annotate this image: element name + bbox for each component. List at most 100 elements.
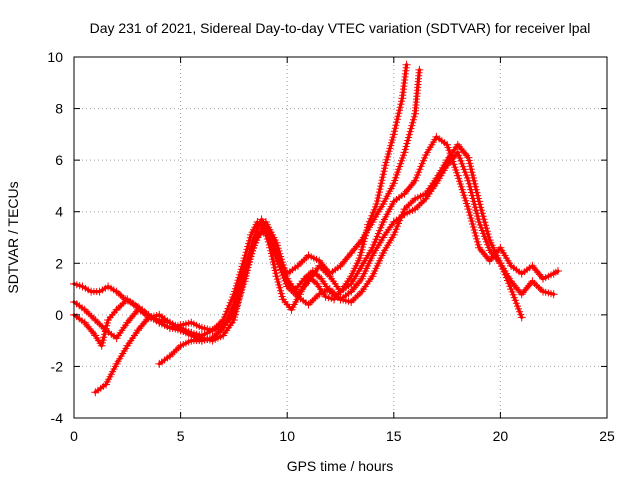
data-point-fill	[377, 179, 385, 187]
data-point-fill	[373, 197, 381, 205]
data-point-fill	[467, 165, 475, 173]
data-point	[134, 303, 142, 312]
data-point	[528, 277, 537, 286]
data-point-fill	[225, 302, 233, 310]
data-point-fill	[484, 230, 492, 238]
data-point-fill	[406, 128, 414, 136]
data-point-fill	[103, 319, 111, 327]
data-point-fill	[471, 180, 479, 188]
x-tick-label: 10	[279, 428, 295, 444]
y-tick-label: 10	[47, 49, 63, 65]
data-point-fill	[375, 191, 383, 199]
data-point-fill	[393, 115, 401, 123]
data-point-fill	[468, 168, 476, 176]
data-point-fill	[396, 106, 403, 114]
data-point-fill	[405, 134, 413, 141]
data-point-fill	[402, 143, 410, 150]
data-point	[134, 326, 142, 335]
data-point-fill	[391, 124, 399, 132]
data-point-fill	[511, 296, 519, 304]
data-point-fill	[409, 119, 417, 127]
y-tick-label: 2	[55, 255, 63, 271]
data-point-fill	[376, 185, 384, 193]
data-point-fill	[393, 118, 401, 126]
data-point-fill	[100, 333, 108, 341]
data-point-fill	[499, 265, 507, 273]
data-point-fill	[478, 227, 486, 234]
data-point-fill	[482, 221, 490, 229]
x-tick-label: 20	[493, 428, 509, 444]
data-point-fill	[276, 284, 284, 292]
data-point-fill	[502, 274, 510, 282]
data-point-fill	[379, 170, 387, 178]
y-tick-label: -2	[51, 358, 64, 374]
data-point-fill	[102, 325, 110, 333]
data-point-fill	[84, 286, 92, 294]
data-point	[554, 267, 562, 275]
data-point-fill	[397, 160, 405, 168]
data-point-fill	[378, 221, 386, 229]
data-point-fill	[253, 227, 261, 235]
data-point	[283, 282, 292, 291]
data-point-fill	[506, 282, 514, 290]
data-point-fill	[466, 211, 474, 219]
data-point-fill	[401, 145, 409, 153]
data-point-fill	[481, 218, 489, 226]
data-point-fill	[474, 192, 482, 200]
data-point-fill	[369, 209, 377, 217]
data-point-fill	[469, 223, 477, 231]
data-point-fill	[474, 195, 482, 202]
data-point-fill	[379, 173, 387, 181]
data-point-fill	[273, 275, 281, 283]
data-point-fill	[380, 167, 388, 175]
data-layer	[70, 60, 562, 397]
data-point	[517, 313, 526, 322]
data-point	[549, 290, 558, 299]
data-point-fill	[469, 171, 477, 179]
data-point-fill	[274, 278, 282, 286]
data-point	[415, 65, 424, 74]
data-point-fill	[403, 140, 411, 147]
data-point-fill	[267, 240, 275, 248]
y-tick-label: 0	[55, 307, 63, 323]
data-point	[517, 290, 526, 299]
data-point-fill	[469, 220, 476, 228]
data-point-fill	[471, 229, 479, 237]
data-point-fill	[472, 232, 480, 240]
x-axis-label: GPS time / hours	[287, 458, 394, 474]
data-point-fill	[279, 271, 287, 279]
y-tick-label: 4	[55, 204, 63, 220]
data-point	[485, 256, 494, 265]
data-point-fill	[470, 177, 478, 185]
data-point-fill	[467, 162, 475, 170]
data-point-fill	[254, 224, 262, 232]
data-point-fill	[396, 103, 404, 111]
data-point-fill	[272, 269, 280, 277]
data-point-fill	[247, 245, 255, 253]
data-point-fill	[455, 151, 463, 159]
data-point-fill	[99, 336, 107, 344]
data-point	[300, 274, 309, 283]
x-tick-label: 5	[177, 428, 185, 444]
data-point-fill	[377, 182, 385, 190]
data-point-fill	[372, 203, 379, 211]
data-point-fill	[275, 281, 283, 289]
data-point-fill	[468, 217, 476, 225]
data-point-fill	[485, 233, 493, 241]
data-point-fill	[276, 263, 284, 271]
y-tick-label: 8	[55, 101, 63, 117]
data-point-fill	[472, 183, 479, 191]
data-point-fill	[404, 137, 412, 144]
data-point-fill	[394, 112, 402, 120]
data-point-fill	[457, 157, 465, 165]
x-tick-label: 25	[599, 428, 615, 444]
data-point	[549, 269, 558, 278]
data-point-fill	[324, 294, 332, 302]
data-point-fill	[371, 238, 379, 246]
data-point-fill	[472, 186, 480, 194]
data-point-fill	[281, 277, 289, 285]
data-point-fill	[368, 212, 376, 220]
data-point-fill	[395, 220, 402, 227]
data-point-fill	[478, 206, 485, 214]
data-point-fill	[373, 232, 381, 240]
